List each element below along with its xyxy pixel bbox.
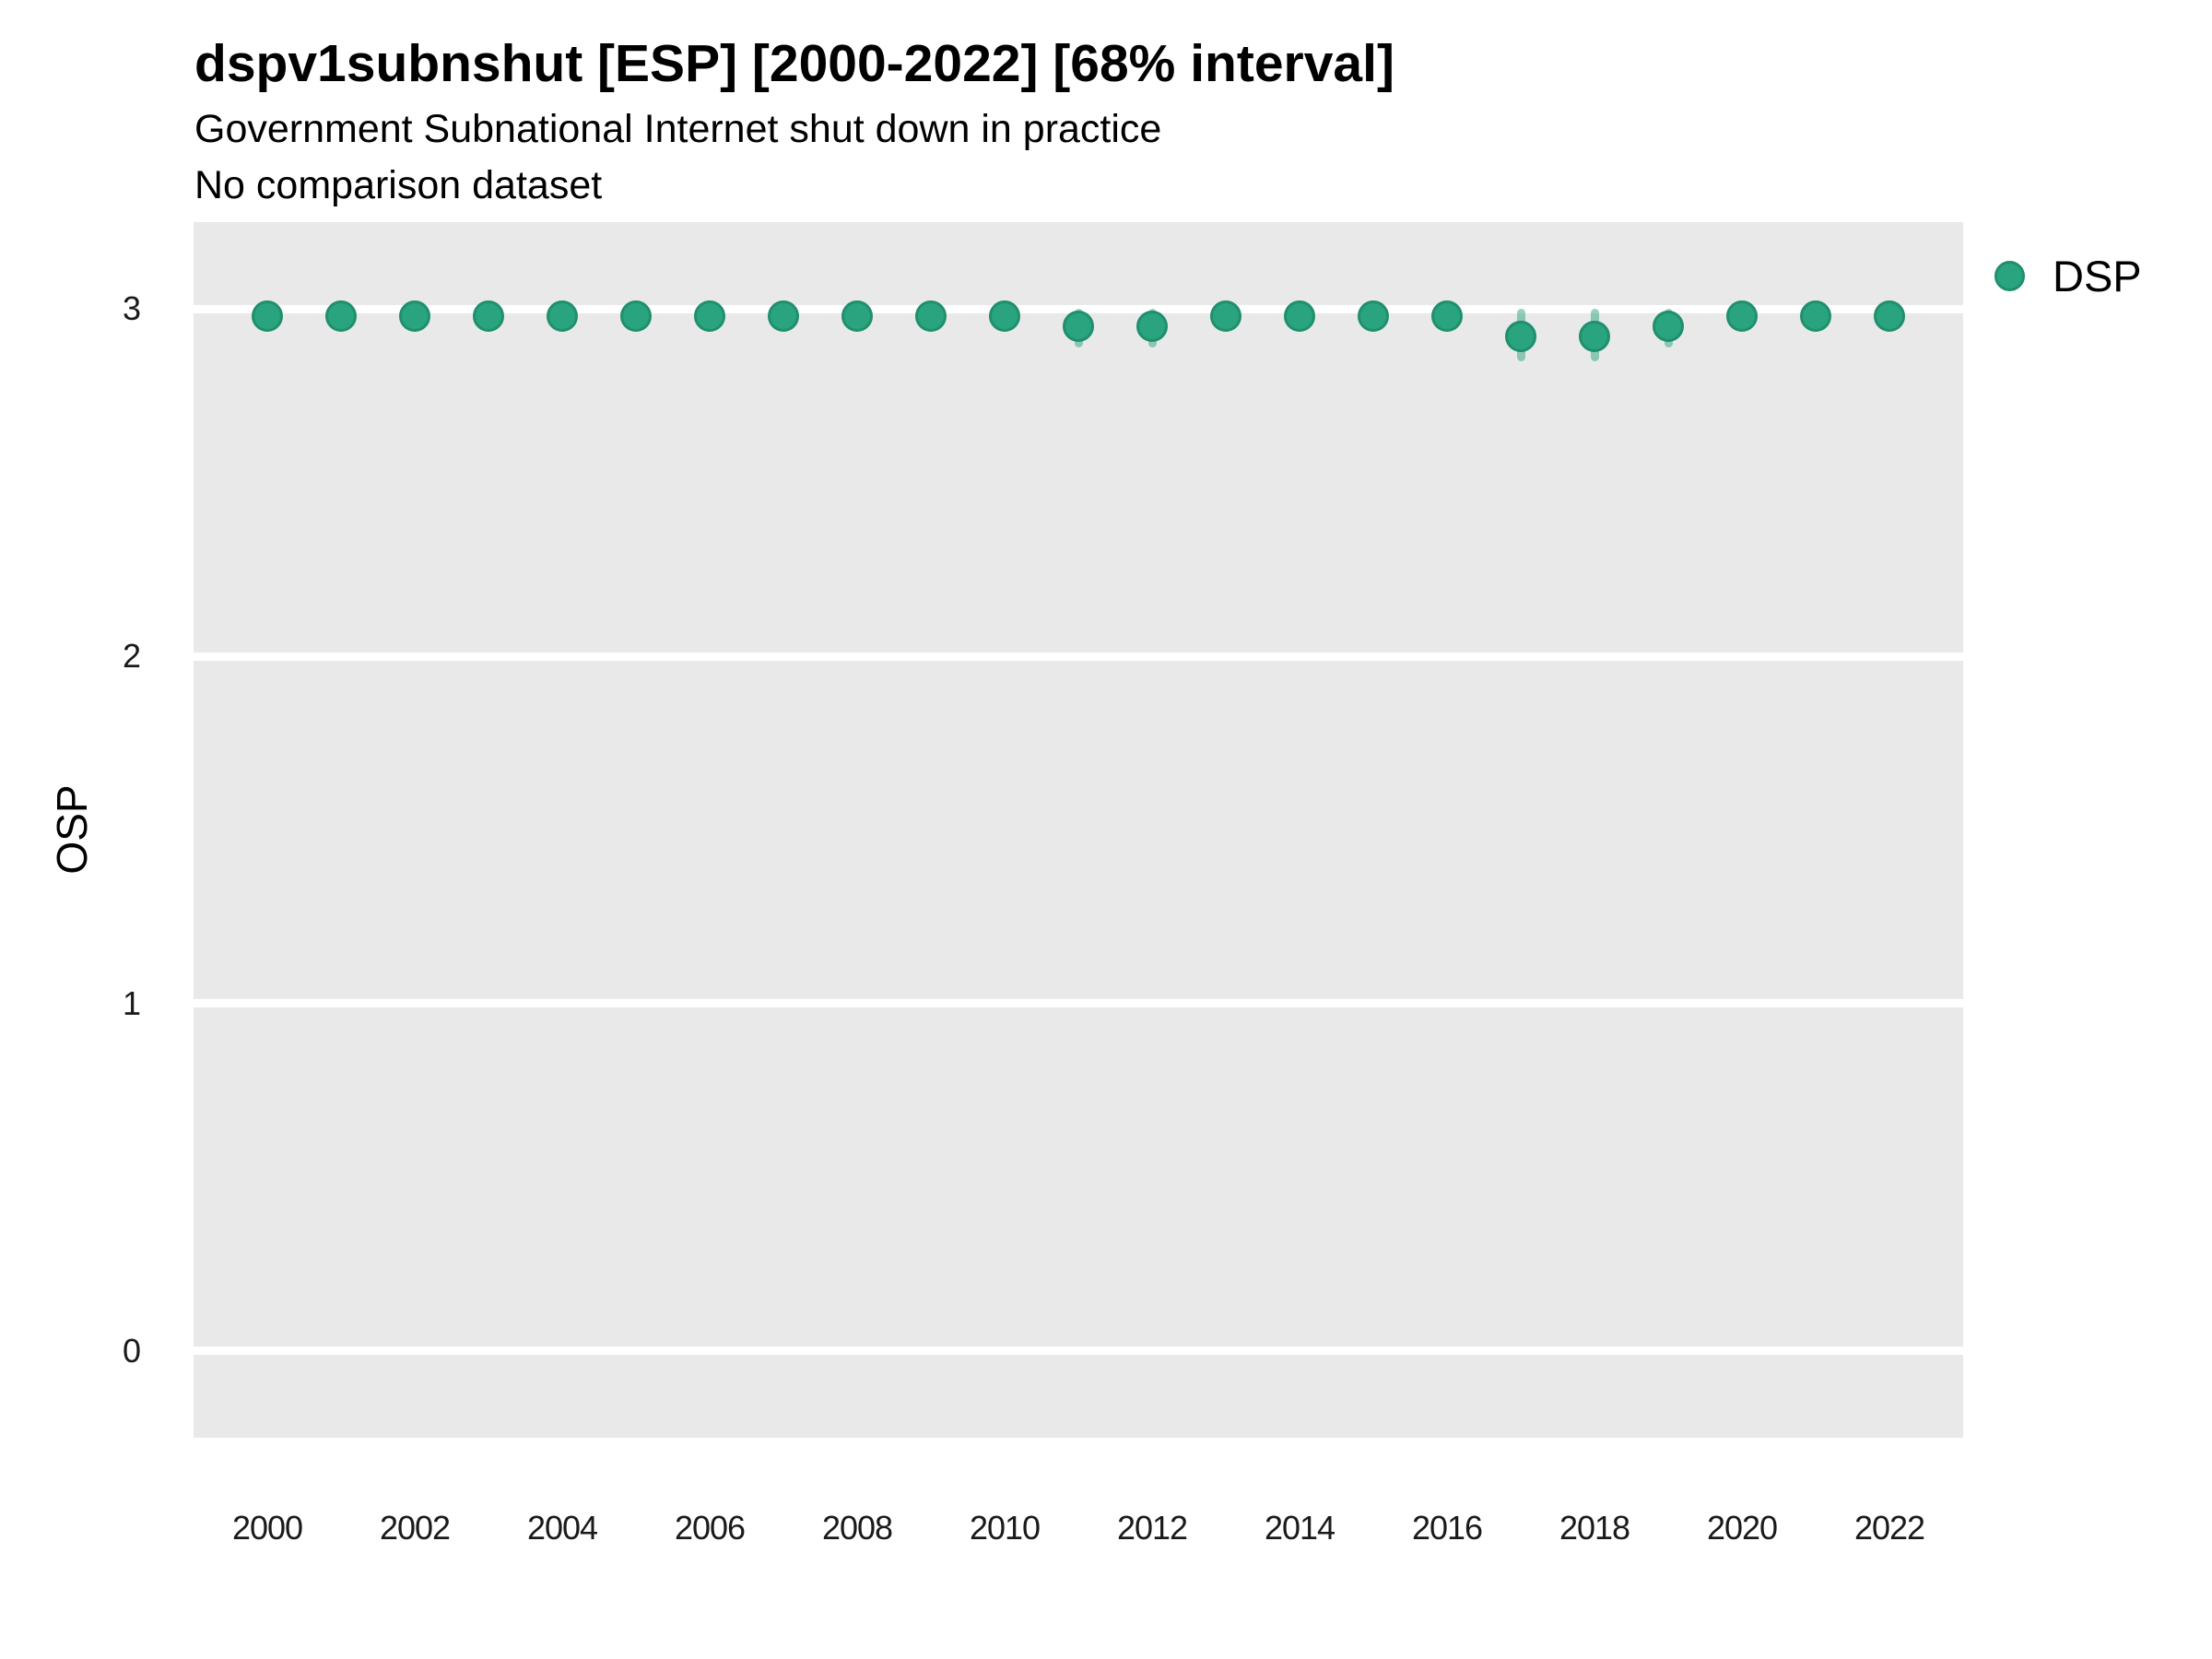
data-point xyxy=(1726,300,1758,332)
data-point xyxy=(1358,300,1389,332)
x-tick-label: 2012 xyxy=(1116,1509,1188,1547)
data-point xyxy=(989,300,1020,332)
data-point xyxy=(620,300,652,332)
data-point xyxy=(1063,311,1094,343)
comparison-note: No comparison dataset xyxy=(194,163,603,207)
y-tick-label: 2 xyxy=(122,637,141,676)
legend: DSP xyxy=(1994,254,2142,298)
y-gridline xyxy=(194,1347,1963,1356)
plot-panel xyxy=(194,222,1963,1438)
data-point xyxy=(1874,300,1905,332)
y-tick-label: 1 xyxy=(122,983,141,1022)
x-tick-label: 2020 xyxy=(1706,1509,1778,1547)
data-point xyxy=(841,300,873,332)
data-point xyxy=(252,300,283,332)
data-point xyxy=(1505,321,1536,353)
data-point xyxy=(1284,300,1315,332)
legend-point-icon xyxy=(1994,261,2025,291)
data-point xyxy=(547,300,578,332)
x-tick-label: 2010 xyxy=(969,1509,1041,1547)
data-point xyxy=(694,300,725,332)
x-tick-label: 2022 xyxy=(1853,1509,1925,1547)
x-tick-label: 2002 xyxy=(379,1509,451,1547)
y-axis-title: OSP xyxy=(48,784,96,875)
x-tick-label: 2008 xyxy=(821,1509,893,1547)
y-tick-label: 3 xyxy=(122,289,141,328)
data-point xyxy=(1579,321,1610,353)
data-point xyxy=(325,300,357,332)
data-point xyxy=(399,300,430,332)
x-tick-label: 2006 xyxy=(674,1509,746,1547)
y-tick-label: 0 xyxy=(122,1331,141,1370)
data-point xyxy=(1653,311,1684,343)
x-tick-label: 2000 xyxy=(231,1509,303,1547)
legend-label: DSP xyxy=(2053,252,2142,300)
y-gridline xyxy=(194,652,1963,661)
chart-title: dspv1subnshut [ESP] [2000-2022] [68% int… xyxy=(194,34,1394,93)
data-point xyxy=(1431,300,1463,332)
data-point xyxy=(1210,300,1241,332)
y-gridline xyxy=(194,999,1963,1008)
data-point xyxy=(1800,300,1831,332)
x-tick-label: 2016 xyxy=(1411,1509,1483,1547)
x-tick-label: 2014 xyxy=(1264,1509,1335,1547)
data-point xyxy=(473,300,504,332)
x-tick-label: 2004 xyxy=(526,1509,598,1547)
data-point xyxy=(915,300,947,332)
x-tick-label: 2018 xyxy=(1559,1509,1630,1547)
data-point xyxy=(1136,311,1168,343)
data-point xyxy=(768,300,799,332)
chart-subtitle: Government Subnational Internet shut dow… xyxy=(194,107,1162,151)
